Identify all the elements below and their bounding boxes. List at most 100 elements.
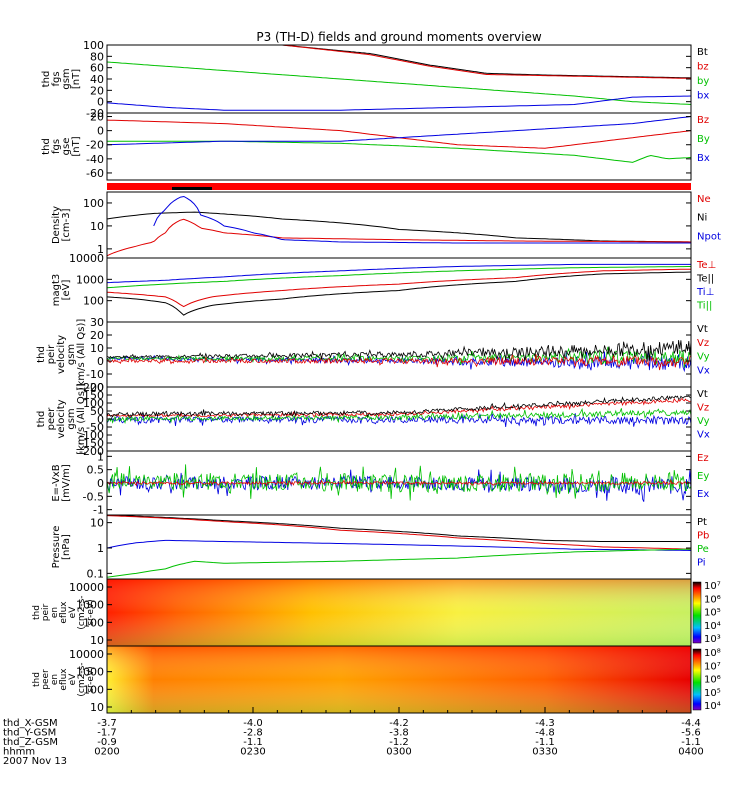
colorbar-label-peir_en_eflux-2: 10⁵: [704, 608, 721, 619]
y-axis-label-peir_velocity-4: [km/s (All Qs)]: [76, 319, 87, 391]
spec-axis-label-peir_en_eflux-4: eV: [68, 606, 78, 619]
panel-frame-fgs_gsm: [106, 44, 692, 114]
series-line-fgs_gse-Bx: [107, 116, 691, 146]
y-tick-label-density-2: 1: [97, 243, 104, 256]
y-tick-label-fgs_gse-3: -40: [86, 153, 104, 166]
y-axis-label-peer_velocity-1: peer: [46, 407, 57, 431]
y-axis-label-peir_velocity-2: velocity: [56, 335, 67, 374]
y-axis-label-peer_velocity-3: gsm: [66, 408, 77, 429]
series-line-peer_velocity-Vt: [107, 395, 691, 419]
series-line-fgs_gsm-bx: [107, 95, 691, 111]
legend-entry-temperature-2: Ti⊥: [696, 287, 714, 298]
spec-axis-label-peir_en_eflux-2: en: [50, 607, 60, 618]
y-axis-label-pressure-1: [nPa]: [61, 534, 72, 560]
y-tick-label-fgs_gsm-4: 20: [90, 84, 104, 97]
y-tick-label-peer_velocity-0: 200: [83, 381, 104, 394]
y-axis-label-peir_velocity-0: thd: [36, 346, 47, 363]
x-row-value-0-4: -4.4: [681, 718, 701, 729]
series-line-efield-Ez: [107, 479, 691, 487]
y-axis-label-fgs_gse-3: [nT]: [71, 136, 82, 156]
y-tick-label-pressure-2: 0.1: [87, 567, 105, 580]
legend-entry-peir_velocity-0: Vt: [697, 324, 708, 335]
spec-y-tick-label-peir_en_eflux-2: 100: [83, 616, 104, 629]
x-row-value-1-0: -1.7: [97, 728, 117, 739]
series-line-temperature-Ti||: [107, 266, 691, 289]
y-tick-label-peir_velocity-3: 0: [97, 355, 104, 368]
y-tick-label-efield-0: 1: [97, 450, 104, 463]
x-row-value-3-4: 0400: [678, 747, 703, 758]
x-row-value-1-3: -4.8: [535, 728, 555, 739]
spec-y-tick-label-peer_en_eflux-2: 100: [83, 683, 104, 696]
x-row-value-3-3: 0330: [532, 747, 557, 758]
spec-axis-label-peir_en_eflux-5: (cm2-s-: [77, 595, 87, 629]
spec-y-tick-label-peir_en_eflux-0: 10000: [69, 581, 104, 594]
panel-frame-density: [106, 191, 692, 259]
series-line-density-Ne: [107, 218, 691, 257]
x-row-value-2-4: -1.1: [681, 737, 701, 748]
y-tick-label-fgs_gsm-3: 40: [90, 73, 104, 86]
y-tick-label-fgs_gsm-2: 60: [90, 62, 104, 75]
y-tick-label-temperature-2: 100: [83, 295, 104, 308]
spec-axis-label-peer_en_eflux-6: sr-eV): [86, 666, 96, 692]
series-line-temperature-Te||: [107, 271, 691, 316]
y-axis-label-peir_velocity-1: peir: [46, 344, 57, 364]
y-axis-label-fgs_gsm-3: [nT]: [71, 69, 82, 89]
y-axis-label-fgs_gse-1: fgs: [51, 139, 62, 154]
x-row-value-2-2: -1.2: [389, 737, 409, 748]
x-row-label-1: thd_Y-GSM: [3, 728, 56, 739]
y-axis-label-peer_velocity-4: [km/s (All Qs)]: [76, 383, 87, 455]
y-axis-label-density-0: Density: [51, 206, 62, 244]
y-axis-label-fgs_gse-0: thd: [41, 138, 52, 155]
x-row-value-0-1: -4.0: [243, 718, 263, 729]
panel-frame-peir_velocity: [106, 321, 692, 388]
spec-axis-label-peer_en_eflux-5: (cm2-s-: [77, 662, 87, 696]
legend-entry-density-2: Npot: [697, 231, 721, 242]
spec-y-tick-label-peer_en_eflux-1: 1000: [76, 666, 104, 679]
quality-flag-segment: [172, 187, 212, 190]
colorbar-label-peer_en_eflux-3: 10⁵: [704, 688, 721, 699]
y-axis-label-pressure-0: Pressure: [51, 526, 62, 569]
y-tick-label-pressure-1: 1: [97, 542, 104, 555]
legend-entry-density-1: Ni: [697, 213, 707, 224]
legend-entry-peir_velocity-3: Vx: [697, 365, 710, 376]
y-tick-label-efield-2: 0: [97, 477, 104, 490]
series-line-pressure-Pb: [107, 515, 691, 550]
y-axis-label-fgs_gsm-2: gsm: [61, 68, 72, 89]
y-tick-label-peir_velocity-5: -20: [86, 381, 104, 394]
y-tick-label-peir_velocity-0: 30: [90, 316, 104, 329]
y-axis-label-fgs_gse-2: gse: [61, 138, 72, 156]
quality-flag-bar: [107, 183, 691, 190]
series-line-fgs_gsm-bz: [282, 45, 691, 79]
y-tick-label-peer_velocity-8: -200: [79, 445, 104, 458]
y-tick-label-peir_velocity-2: 10: [90, 342, 104, 355]
y-axis-label-peer_velocity-0: thd: [36, 411, 47, 428]
legend-entry-fgs_gse-1: By: [697, 134, 710, 145]
y-tick-label-peir_velocity-4: -10: [86, 368, 104, 381]
y-tick-label-pressure-0: 10: [90, 517, 104, 530]
series-line-pressure-Pe: [107, 548, 691, 578]
legend-entry-pressure-2: Pe: [697, 544, 709, 555]
panel-frame-fgs_gse: [106, 112, 692, 181]
legend-entry-efield-2: Ex: [697, 489, 709, 500]
series-line-peir_velocity-Vt: [107, 340, 691, 362]
x-row-value-1-4: -5.6: [681, 728, 701, 739]
series-line-peir_velocity-Vz: [107, 353, 691, 371]
legend-entry-pressure-3: Pi: [697, 558, 706, 569]
spec-axis-label-peer_en_eflux-2: en: [50, 674, 60, 685]
colorbar-label-peir_en_eflux-4: 10³: [704, 634, 721, 645]
series-line-peer_velocity-Vz: [107, 397, 691, 418]
legend-entry-fgs_gse-2: Bx: [697, 153, 710, 164]
y-tick-label-temperature-1: 1000: [76, 273, 104, 286]
legend-entry-pressure-0: Pt: [697, 517, 707, 528]
legend-entry-peir_velocity-2: Vy: [697, 352, 710, 363]
series-line-density-Npot: [153, 195, 691, 244]
series-line-density-Ni: [107, 211, 691, 243]
y-axis-label-peir_velocity-3: gsm: [66, 344, 77, 365]
legend-entry-fgs_gsm-2: by: [697, 76, 709, 87]
legend-entry-fgs_gsm-1: bz: [697, 62, 709, 73]
x-row-value-3-0: 0200: [94, 747, 119, 758]
y-tick-label-peer_velocity-2: 100: [83, 397, 104, 410]
y-tick-label-temperature-0: 10000: [69, 252, 104, 265]
y-tick-label-fgs_gse-4: -60: [86, 167, 104, 180]
